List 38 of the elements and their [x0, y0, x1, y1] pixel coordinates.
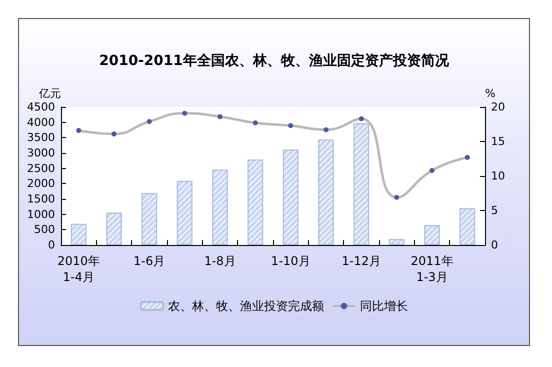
- point: [76, 128, 82, 133]
- point: [324, 127, 328, 132]
- point: [218, 114, 222, 120]
- legend-label: 同比增长: [360, 299, 408, 313]
- point: [182, 110, 188, 116]
- y-axis-title: 亿元: [38, 87, 61, 100]
- y2-tick-label: 5: [491, 204, 498, 217]
- point: [358, 116, 364, 122]
- y-tick-label: 4500: [27, 100, 55, 114]
- y-tick-label: 2500: [27, 162, 55, 175]
- y-tick-label: 4000: [27, 116, 55, 129]
- y2-axis-title: %: [485, 87, 496, 100]
- y-tick-label: 1000: [27, 208, 55, 221]
- y-tick-label: 1500: [27, 192, 55, 206]
- y-tick-label: 0: [48, 238, 55, 252]
- y2-tick-label: 15: [491, 135, 505, 148]
- x-tick-label: 1-10月: [271, 254, 310, 268]
- y-tick-label: 3000: [27, 146, 55, 160]
- legend-label: 农、林、牧、渔业投资完成额: [168, 299, 324, 313]
- point: [464, 154, 470, 160]
- point: [146, 118, 152, 124]
- y-tick-label: 3500: [27, 131, 55, 144]
- x-tick-label: 2010年 1-4月: [57, 254, 100, 284]
- y-tick-label: 2000: [27, 177, 55, 190]
- point: [112, 131, 116, 136]
- point: [394, 194, 400, 200]
- x-tick-label: 1-6月: [134, 254, 166, 268]
- point: [288, 123, 294, 128]
- x-tick-label: 2011年 1-3月: [410, 254, 454, 284]
- y2-tick-label: 10: [491, 170, 505, 182]
- y2-tick-label: 0: [491, 238, 498, 252]
- point: [430, 168, 434, 173]
- y2-tick-label: 20: [491, 100, 505, 114]
- point: [252, 120, 258, 126]
- x-tick-label: 1-8月: [204, 254, 236, 268]
- y-tick-label: 500: [34, 223, 55, 236]
- x-tick-label: 1-12月: [342, 254, 381, 268]
- chart-title: 2010-2011年全国农、林、牧、渔业固定资产投资简况: [99, 52, 450, 69]
